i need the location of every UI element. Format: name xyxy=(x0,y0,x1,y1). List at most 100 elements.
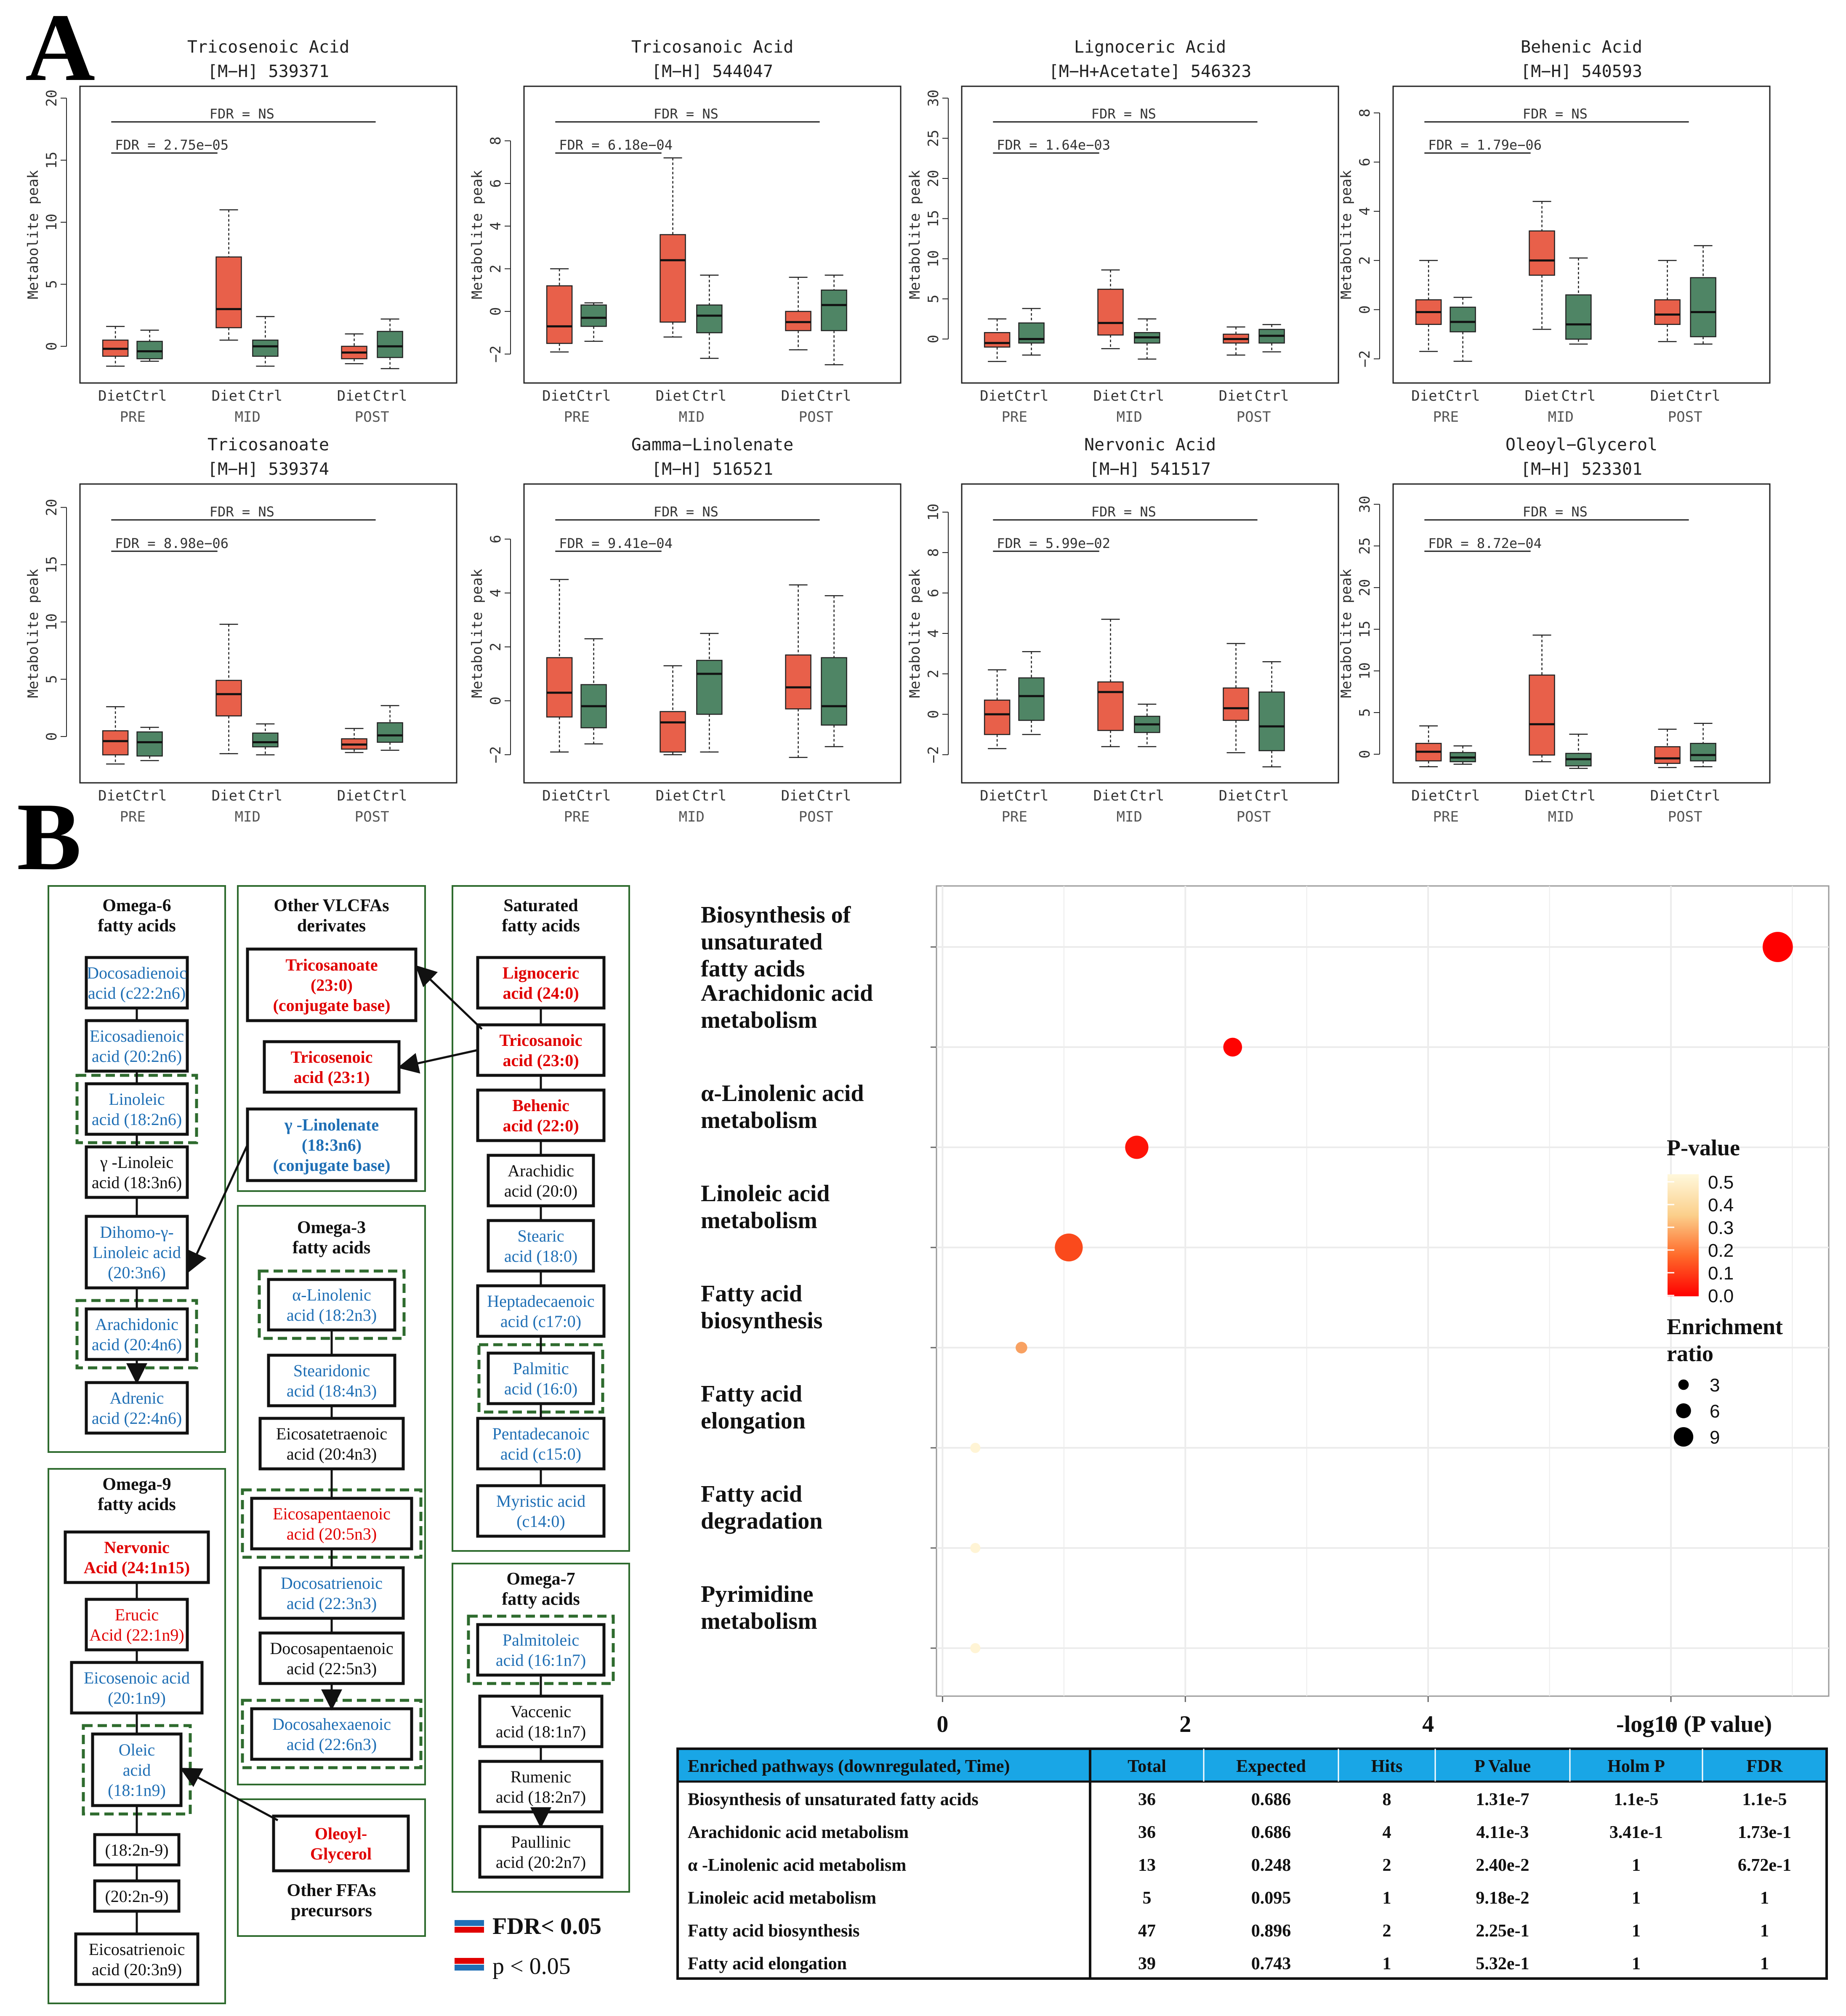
node-box-lignoceric xyxy=(476,956,606,1010)
timepoint-label: POST xyxy=(355,809,389,825)
y-tick-label: 8 xyxy=(1357,109,1373,117)
diet-box xyxy=(102,326,129,367)
y-tick-label: 25 xyxy=(1357,537,1373,555)
data-point xyxy=(970,1543,981,1553)
group-box-omega6 xyxy=(48,885,226,1453)
y-tick-label: 6 xyxy=(1357,158,1373,166)
x-group-label: Diet xyxy=(337,787,372,804)
y-tick-label: 2 xyxy=(925,670,942,678)
subplot-subtitle: [M−H] 539374 xyxy=(207,460,329,479)
x-group-label: Diet xyxy=(656,388,690,404)
fdr-value-label: FDR = 8.98e−06 xyxy=(115,535,229,551)
plot-frame xyxy=(961,483,1339,784)
node-label-eicosatetraenoic: Eicosatetraenoic xyxy=(276,1424,387,1443)
table-cell: 2 xyxy=(1383,1921,1391,1941)
node-label-g_linoleic: γ -Linoleic xyxy=(100,1153,173,1172)
ctrl-box xyxy=(1690,245,1716,345)
iqr-box xyxy=(1097,288,1124,336)
table-cell: 2 xyxy=(1383,1856,1391,1875)
iqr-box xyxy=(1529,230,1555,276)
node-label-nervonic: Acid (24:1n15) xyxy=(84,1558,190,1577)
node-box-myristic xyxy=(476,1484,606,1538)
node-label-a_linolenic: α-Linolenic xyxy=(292,1285,371,1304)
category-label: Fatty acid xyxy=(701,1381,802,1407)
x-group-label: Ctrl xyxy=(1446,787,1480,804)
subplot-subtitle: [M−H+Acetate] 546323 xyxy=(1049,62,1252,81)
x-group-label: Diet xyxy=(1411,388,1446,404)
colorbar xyxy=(1668,1174,1699,1296)
table-pathway-name: α -Linolenic acid metabolism xyxy=(688,1856,906,1875)
x-tick-label: 2 xyxy=(1179,1711,1191,1737)
y-tick-label: 2 xyxy=(487,264,504,273)
table-cell: 1 xyxy=(1760,1888,1769,1908)
timepoint-label: MID xyxy=(679,809,705,825)
x-group-label: Diet xyxy=(1411,787,1446,804)
x-group-label: Diet xyxy=(781,787,816,804)
panel-label-b: B xyxy=(17,783,81,890)
group-box-omega7 xyxy=(452,1563,630,1893)
x-group-label: Ctrl xyxy=(817,787,851,804)
iqr-box xyxy=(1097,681,1124,731)
table-cell: 6.72e-1 xyxy=(1738,1856,1791,1875)
iqr-box xyxy=(785,311,811,331)
x-group-label: Ctrl xyxy=(248,787,282,804)
table-cell: 0.686 xyxy=(1251,1823,1291,1842)
legend-p-swatch-blue xyxy=(455,1965,484,1971)
node-label-c18_2n9: (18:2n-9) xyxy=(105,1840,168,1859)
y-axis-label: Metabolite peak xyxy=(469,170,486,299)
iqr-box xyxy=(1529,674,1555,756)
data-point xyxy=(1125,1136,1149,1159)
timepoint-label: MID xyxy=(235,809,261,825)
node-box-tricosanoic xyxy=(476,1023,606,1077)
node-label-paullinic: acid (20:2n7) xyxy=(496,1853,586,1872)
diet-box xyxy=(1097,619,1124,747)
fdr-value-label: FDR = 8.72e−04 xyxy=(1428,535,1542,551)
timepoint-label: MID xyxy=(235,409,261,426)
x-group-label: Diet xyxy=(1525,787,1559,804)
category-label: Pyrimidine xyxy=(701,1581,814,1607)
plot-frame xyxy=(523,85,902,384)
node-label-eicosapentaenoic: acid (20:5n3) xyxy=(287,1524,377,1543)
timepoint-label: POST xyxy=(799,809,833,825)
category-label: Linoleic acid xyxy=(701,1181,830,1207)
node-label-heptadecaenoic: acid (c17:0) xyxy=(500,1312,581,1331)
timepoint-label: POST xyxy=(355,409,389,426)
legend-size-label: 6 xyxy=(1710,1401,1720,1422)
table-cell: 3.41e-1 xyxy=(1609,1823,1663,1842)
pathway-table: Enriched pathways (downregulated, Time) T… xyxy=(676,1747,1828,1980)
node-label-paullinic: Paullinic xyxy=(511,1832,571,1851)
subplot-title: Tricosanoic Acid xyxy=(631,37,793,57)
diet-box xyxy=(984,669,1011,750)
x-group-label: Ctrl xyxy=(1130,388,1164,404)
y-axis-label: Metabolite peak xyxy=(25,170,42,299)
table-cell: 4.11e-3 xyxy=(1476,1823,1529,1842)
x-group-label: Ctrl xyxy=(1686,787,1721,804)
arrow-oleoyl_glycerol-oleic xyxy=(180,1768,279,1822)
node-box-eicosapentaenoic xyxy=(250,1497,413,1551)
x-group-label: Ctrl xyxy=(133,388,167,404)
x-group-label: Ctrl xyxy=(577,388,611,404)
fdr-value-label: FDR = 9.41e−04 xyxy=(559,535,673,551)
x-group-label: Diet xyxy=(980,787,1014,804)
y-tick-label: 30 xyxy=(925,90,942,107)
fdr-ns-label: FDR = NS xyxy=(210,106,274,122)
y-tick-label: 20 xyxy=(1357,579,1373,596)
iqr-box xyxy=(660,234,686,323)
node-box-dihomo xyxy=(85,1215,189,1290)
y-axis-label: Metabolite peak xyxy=(25,569,42,698)
ctrl-box xyxy=(580,302,607,342)
iqr-box xyxy=(1654,299,1681,325)
table-header-bg xyxy=(678,1749,1827,1782)
category-label: metabolism xyxy=(701,1007,817,1033)
y-tick-label: −2 xyxy=(925,746,942,763)
x-group-label: Ctrl xyxy=(1255,388,1289,404)
y-axis-label: Metabolite peak xyxy=(1338,569,1355,698)
node-label-linoleic: Linoleic xyxy=(109,1090,165,1109)
data-point xyxy=(1055,1233,1083,1262)
table-cell: 1 xyxy=(1632,1921,1641,1941)
node-box-palmitoleic xyxy=(476,1623,606,1677)
node-label-tricosanoate: (conjugate base) xyxy=(273,996,391,1015)
fdr-ns-label: FDR = NS xyxy=(654,106,718,122)
node-box-erucic xyxy=(85,1598,189,1652)
